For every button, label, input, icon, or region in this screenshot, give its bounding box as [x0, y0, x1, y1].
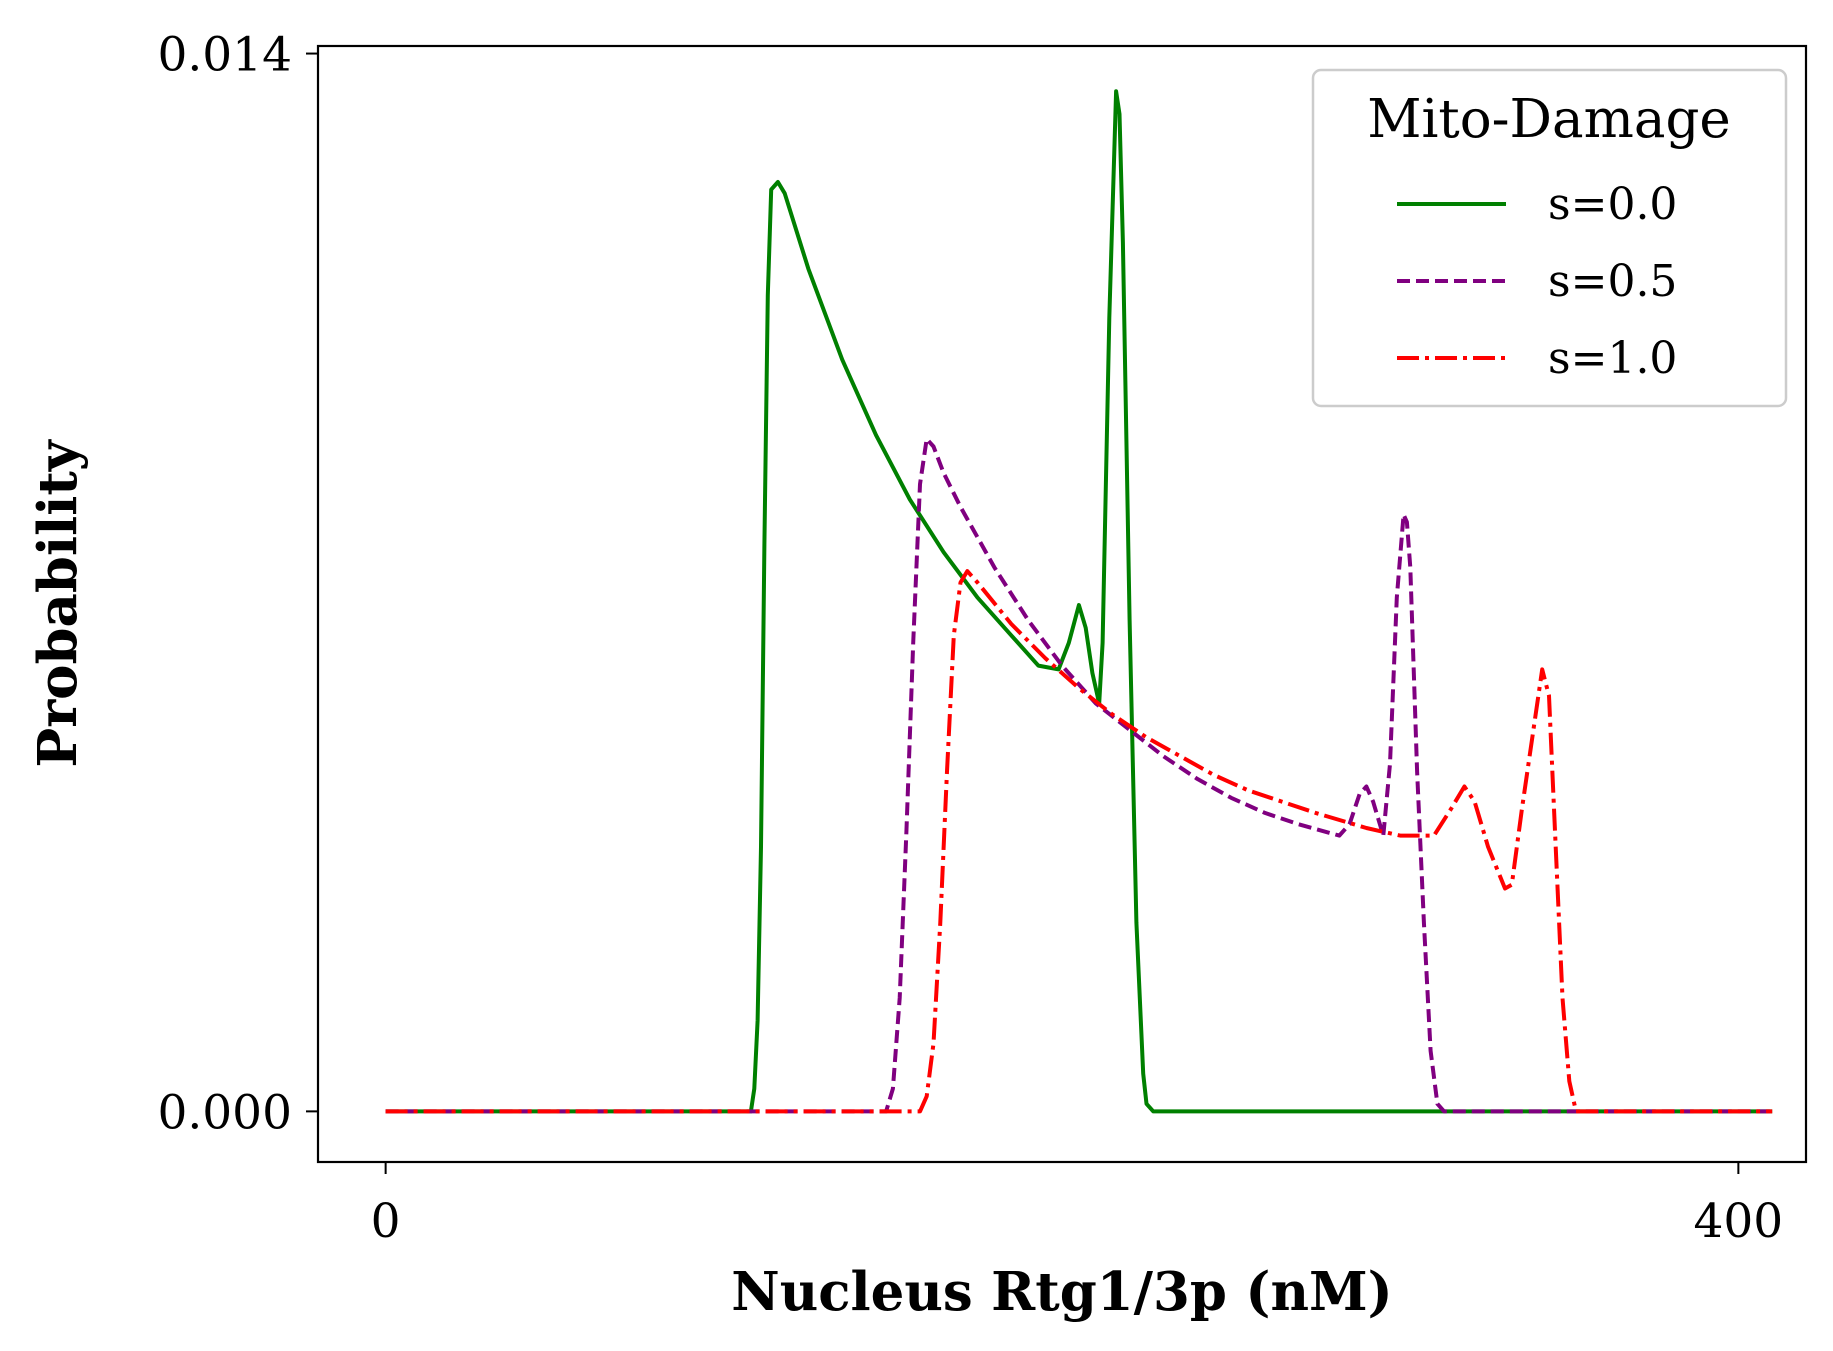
y-tick-label-1: 0.014 — [157, 28, 292, 83]
legend-label-0: s=0.0 — [1548, 179, 1677, 230]
y-axis-label: Probability — [27, 438, 89, 767]
ticks-layer: 0 400 0.000 0.014 — [157, 28, 1783, 1249]
plot-frame — [316, 44, 1808, 1164]
x-tick-label-0: 0 — [371, 1194, 401, 1249]
x-axis-label: Nucleus Rtg1/3p (nM) — [731, 1261, 1393, 1323]
legend-box — [1311, 68, 1788, 408]
x-tick-label-1: 400 — [1694, 1194, 1784, 1249]
legend-label-2: s=1.0 — [1548, 333, 1677, 384]
series-line-2 — [385, 569, 1773, 1114]
series-line-1 — [385, 436, 1773, 1114]
legend-title: Mito-Damage — [1367, 89, 1731, 150]
legend: Mito-Damage s=0.0 s=0.5 s=1.0 — [1311, 68, 1788, 408]
series-line-0 — [385, 89, 1773, 1114]
legend-label-1: s=0.5 — [1548, 256, 1677, 307]
legend-entries: s=0.0 s=0.5 s=1.0 — [1397, 179, 1677, 384]
series-layer — [385, 89, 1773, 1114]
y-tick-label-0: 0.000 — [157, 1085, 292, 1140]
